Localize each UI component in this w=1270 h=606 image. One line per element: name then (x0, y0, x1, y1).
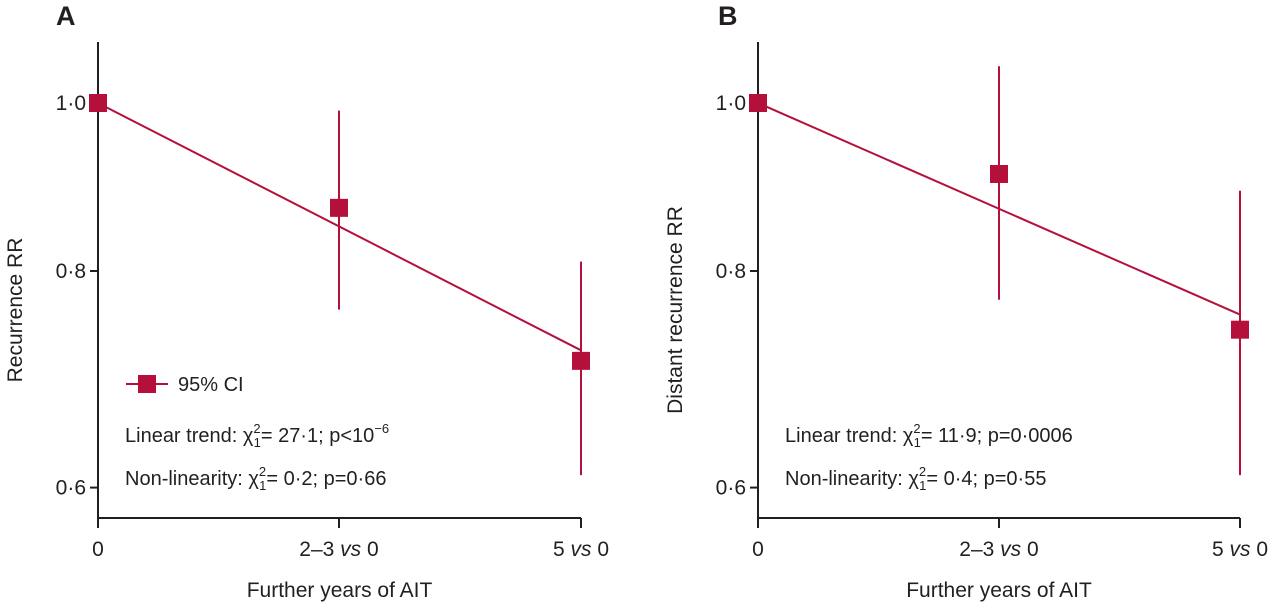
panel-label: A (56, 1, 76, 31)
rr-marker (1231, 320, 1249, 339)
y-axis-title: Recurrence RR (4, 238, 27, 383)
stat-note: Non-linearity: χ2 1= 0·2; p=0·66 (125, 464, 386, 493)
rr-marker (572, 351, 590, 370)
stat-note: Linear trend: χ2 1= 11·9; p=0·0006 (785, 421, 1073, 450)
legend-marker (138, 375, 156, 393)
y-tick-label: 0·8 (56, 260, 86, 283)
y-tick-label: 0·8 (716, 260, 746, 283)
y-axis-title: Distant recurrence RR (664, 206, 687, 414)
panel-b: B 0·6 0·8 1·0 0 2–3 vs 0 5 vs 0 Further years o… (664, 1, 1268, 602)
panel-a: A 0·6 0·8 1·0 0 2–3 vs 0 5 vs 0 Further years o… (4, 1, 609, 602)
x-tick-label: 5 vs 0 (553, 538, 609, 561)
y-tick-label: 0·6 (716, 477, 746, 500)
rr-marker (990, 165, 1008, 184)
x-tick-label: 2–3 vs 0 (959, 538, 1038, 561)
stat-note: Non-linearity: χ2 1= 0·4; p=0·55 (785, 464, 1046, 493)
rr-marker (749, 94, 767, 112)
y-tick-label: 1·0 (56, 92, 86, 115)
rr-marker (89, 94, 107, 112)
x-tick-label: 0 (752, 538, 764, 561)
x-axis-title: Further years of AIT (906, 579, 1092, 602)
x-tick-label: 2–3 vs 0 (299, 538, 378, 561)
x-tick-label: 5 vs 0 (1212, 538, 1268, 561)
y-tick-label: 1·0 (716, 92, 746, 115)
rr-marker (330, 198, 348, 217)
y-tick-label: 0·6 (56, 477, 86, 500)
stat-note: Linear trend: χ2 1= 27·1; p<10−6 (125, 421, 389, 450)
x-axis-title: Further years of AIT (247, 579, 433, 602)
panel-label: B (718, 1, 738, 31)
x-tick-label: 0 (92, 538, 104, 561)
legend-label: 95% CI (178, 374, 244, 396)
